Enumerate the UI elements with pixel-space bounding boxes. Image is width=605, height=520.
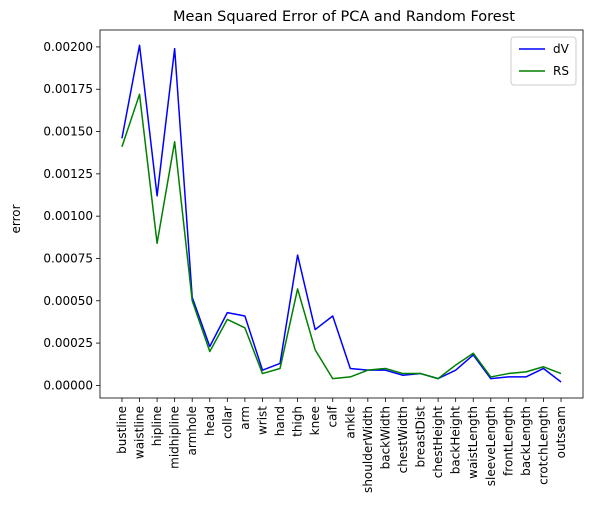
x-tick-label: frontLength: [501, 406, 515, 476]
chart-title: Mean Squared Error of PCA and Random For…: [173, 9, 515, 25]
x-tick-label: midhipline: [168, 406, 182, 469]
x-tick-label: ankle: [343, 406, 357, 439]
x-tick-label: backHeight: [449, 406, 463, 474]
x-tick-label: collar: [220, 406, 234, 439]
x-tick-label: head: [203, 406, 217, 436]
x-tick-label: outseam: [554, 406, 568, 458]
x-tick-label: shoulderWidth: [361, 406, 375, 493]
x-tick-label: crotchLength: [536, 406, 550, 485]
y-axis-label: error: [9, 204, 23, 233]
y-tick-label: 0.00025: [43, 336, 93, 350]
x-tick-label: backWidth: [378, 406, 392, 469]
plot-area: 0.00000 0.00025 0.00050 0.00075 0.00100 0.001…: [43, 29, 584, 493]
y-tick-label: 0.00175: [43, 82, 93, 96]
y-tick-label: 0.00125: [43, 167, 93, 181]
x-tick-label: calf: [326, 405, 340, 427]
x-tick-label: waistline: [133, 406, 147, 459]
x-tick-label: armhole: [185, 406, 199, 455]
x-tick-label: arm: [238, 406, 252, 430]
y-tick-label: 0.00100: [43, 209, 93, 223]
series-line-rs: [121, 93, 562, 380]
x-tick-label: hipline: [150, 406, 164, 446]
y-tick-label: 0.00200: [43, 40, 93, 54]
y-tick-label: 0.00075: [43, 251, 93, 265]
x-tick-label: wrist: [255, 406, 269, 435]
legend-label-rs: RS: [553, 64, 569, 78]
plot-frame: [99, 29, 584, 399]
y-tick-label: 0.00000: [43, 378, 93, 392]
y-tick-label: 0.00050: [43, 294, 93, 308]
x-tick-label: chestHeight: [431, 406, 445, 479]
x-tick-label: breastDist: [414, 406, 428, 468]
series-line-dv: [121, 44, 562, 383]
x-tick-label: knee: [308, 406, 322, 435]
x-tick-label: sleeveLength: [484, 406, 498, 486]
x-tick-label: thigh: [291, 406, 305, 437]
x-tick-label: waistLength: [466, 406, 480, 479]
legend-label-dv: dV: [553, 42, 570, 56]
x-tick-label: backLength: [519, 406, 533, 476]
x-tick-label: hand: [273, 406, 287, 436]
x-tick-label: bustline: [115, 406, 129, 454]
y-tick-label: 0.00150: [43, 125, 93, 139]
x-tick-label: chestWidth: [396, 406, 410, 473]
